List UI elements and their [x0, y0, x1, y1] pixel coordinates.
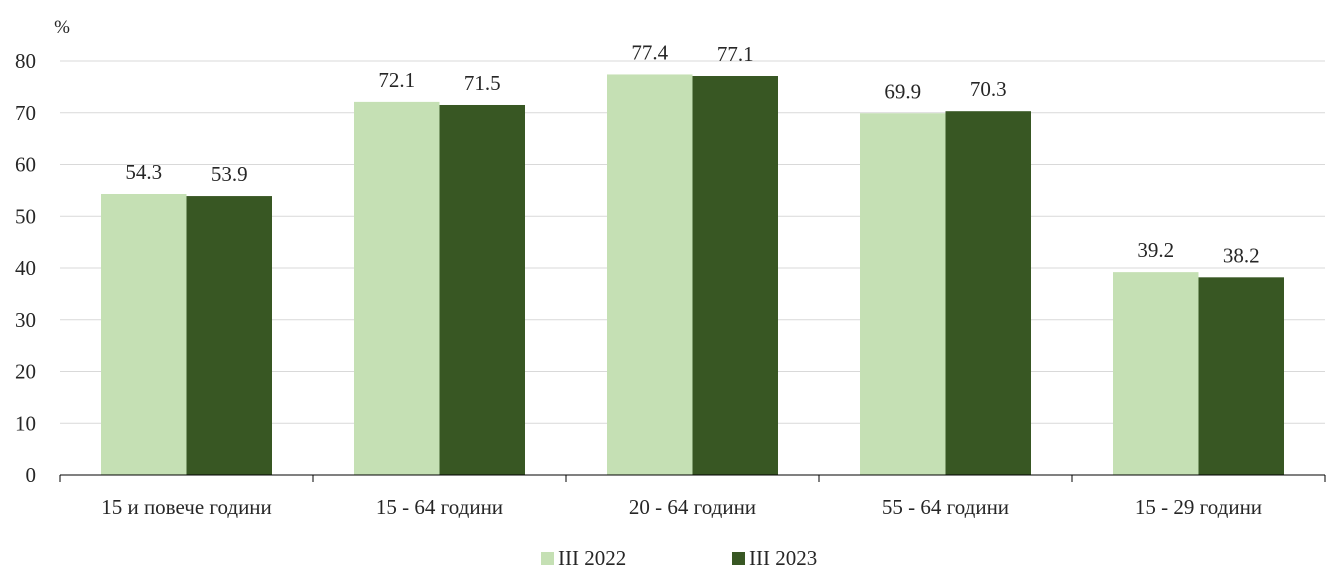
y-tick-label: 30 [15, 308, 36, 332]
y-tick-label: 60 [15, 153, 36, 177]
bar [945, 111, 1031, 475]
y-tick-label: 0 [26, 463, 37, 487]
y-tick-label: 80 [15, 49, 36, 73]
legend-label: III 2023 [749, 546, 817, 570]
bar [1113, 272, 1199, 475]
data-label: 71.5 [464, 71, 501, 95]
category-labels: 15 и повече години 15 - 64 години 20 - 64 … [101, 495, 1262, 519]
y-tick-label: 50 [15, 204, 36, 228]
bar [692, 76, 778, 475]
bar [1198, 277, 1284, 475]
bar [860, 113, 946, 475]
y-unit-label: % [54, 17, 70, 38]
data-label: 69.9 [884, 79, 921, 103]
category-label: 20 - 64 години [629, 495, 756, 519]
bars [101, 74, 1284, 476]
bar [101, 193, 187, 475]
data-label: 54.3 [125, 160, 162, 184]
bar [607, 74, 693, 475]
data-label: 53.9 [211, 162, 248, 186]
y-tick-label: 70 [15, 101, 36, 125]
bar [186, 196, 272, 475]
category-label: 15 - 29 години [1135, 495, 1262, 519]
legend-label: III 2022 [558, 546, 626, 570]
legend: III 2022 III 2023 [541, 546, 817, 570]
legend-swatch [732, 552, 745, 565]
y-tick-label: 40 [15, 256, 36, 280]
data-label: 38.2 [1223, 243, 1260, 267]
category-label: 15 и повече години [101, 495, 272, 519]
data-label: 77.1 [717, 42, 754, 66]
data-label: 39.2 [1137, 238, 1174, 262]
bar [439, 104, 525, 476]
y-tick-label: 10 [15, 411, 36, 435]
legend-swatch [541, 552, 554, 565]
data-label: 77.4 [631, 40, 668, 64]
x-axis [59, 474, 1326, 482]
data-label: 70.3 [970, 77, 1007, 101]
bar [354, 101, 440, 475]
category-label: 55 - 64 години [882, 495, 1009, 519]
data-labels: 54.3 53.9 72.1 71.5 77.4 77.1 69.9 70.3 39.2 38.2 [125, 40, 1259, 267]
data-label: 72.1 [378, 68, 415, 92]
y-tick-label: 20 [15, 360, 36, 384]
category-label: 15 - 64 години [376, 495, 503, 519]
y-axis-ticks: 0 10 20 30 40 50 60 70 80 [15, 49, 36, 487]
